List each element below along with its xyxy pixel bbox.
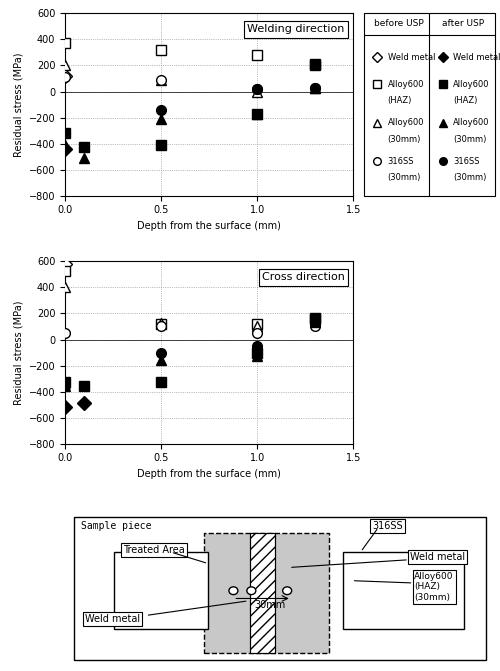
Text: 30mm: 30mm [254, 600, 286, 610]
Text: Alloy600
(HAZ)
(30mm): Alloy600 (HAZ) (30mm) [414, 572, 454, 602]
Text: (30mm): (30mm) [388, 173, 421, 182]
Text: (30mm): (30mm) [388, 135, 421, 144]
Bar [250, 533, 274, 653]
Y-axis label: Residual stress (MPa): Residual stress (MPa) [13, 52, 23, 157]
Text: Weld metal: Weld metal [453, 52, 500, 62]
Circle shape [247, 587, 256, 595]
Text: Welding direction: Welding direction [248, 24, 345, 34]
Text: Weld metal: Weld metal [84, 615, 140, 625]
Text: 316SS: 316SS [453, 156, 479, 166]
X-axis label: Depth from the surface (mm): Depth from the surface (mm) [138, 221, 281, 231]
Text: 316SS: 316SS [372, 521, 403, 531]
Text: (30mm): (30mm) [453, 173, 486, 182]
Bar [250, 533, 274, 653]
Text: Alloy600: Alloy600 [388, 80, 424, 89]
Circle shape [229, 587, 238, 595]
Bar [204, 533, 330, 653]
Text: before USP: before USP [374, 19, 424, 28]
Circle shape [282, 587, 292, 595]
Text: Alloy600: Alloy600 [453, 80, 490, 89]
Text: (HAZ): (HAZ) [453, 97, 477, 105]
Bar [342, 552, 464, 629]
Text: (30mm): (30mm) [453, 135, 486, 144]
Text: after USP: after USP [442, 19, 484, 28]
Text: Sample piece: Sample piece [81, 521, 152, 531]
Text: Cross direction: Cross direction [262, 272, 345, 282]
Bar [114, 552, 208, 629]
Text: 316SS: 316SS [388, 156, 414, 166]
X-axis label: Depth from the surface (mm): Depth from the surface (mm) [138, 469, 281, 479]
Y-axis label: Residual stress (MPa): Residual stress (MPa) [13, 300, 23, 405]
Text: Treated Area: Treated Area [123, 545, 185, 555]
Text: Weld metal: Weld metal [410, 552, 465, 562]
Text: Weld metal: Weld metal [388, 52, 435, 62]
Text: Alloy600: Alloy600 [388, 118, 424, 127]
Text: Alloy600: Alloy600 [453, 118, 490, 127]
Text: (HAZ): (HAZ) [388, 97, 412, 105]
